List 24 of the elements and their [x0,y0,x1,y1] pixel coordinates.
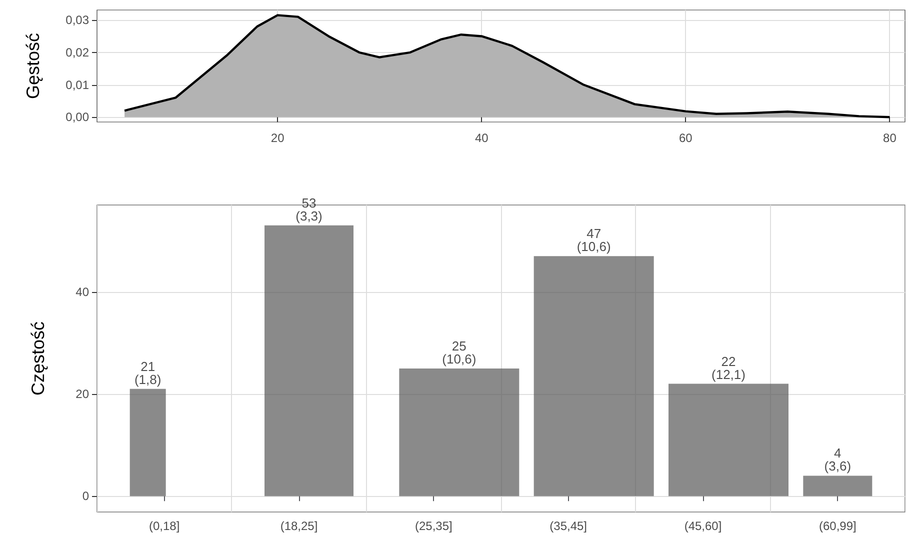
x-tick-label: (18,25] [280,519,318,533]
x-tick-label: (60,99] [818,519,856,533]
data-label: 21 (1,8) [134,358,162,387]
y-tick-label: 20 [76,387,90,401]
data-label: 25 (10,6) [442,338,476,366]
x-tick-label: 40 [474,131,489,145]
x-tick-label: (35,45] [550,519,588,533]
y-axis-title: Gęstość [23,32,43,100]
y-tick-label: 0,02 [66,45,90,60]
data-label: 47 (10,6) [576,226,611,254]
x-tick-label: (25,35] [414,519,452,533]
x-tick-label: (45,60] [684,519,722,533]
y-axis-title: Częstość [28,321,48,396]
y-tick-label: 0,00 [66,110,90,124]
x-tick-label: 20 [270,131,285,145]
x-tick-label: 60 [678,131,693,145]
y-tick-label: 0,03 [66,13,90,28]
y-tick-label: 0,01 [66,78,90,92]
data-label: 22 (12,1) [712,354,746,382]
y-tick-label: 40 [76,284,90,299]
x-tick-label: 80 [883,131,897,145]
y-tick-label: 0 [82,489,90,504]
x-tick-label: (0,18] [148,519,180,533]
data-label: 4 (3,6) [824,446,852,474]
